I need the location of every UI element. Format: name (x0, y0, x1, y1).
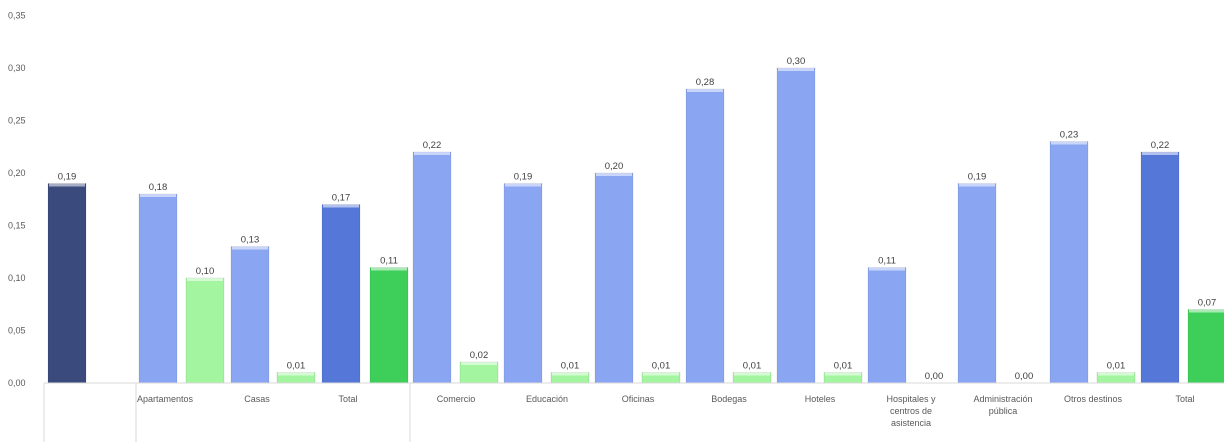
data-label: 0,00 (1015, 371, 1034, 382)
bar (412, 151, 452, 384)
data-label: 0,02 (470, 350, 489, 361)
x-axis (43, 382, 1224, 442)
bar (503, 183, 543, 384)
bar (369, 267, 409, 384)
data-label: 0,01 (834, 361, 853, 372)
bar (138, 193, 178, 384)
bar (321, 204, 361, 384)
category-label: Hoteles (805, 394, 836, 404)
category-labels: Apartamentos Casas Total Comercio Educación O… (137, 394, 1195, 428)
category-label: Apartamentos (137, 394, 194, 404)
data-label: 0,11 (878, 256, 896, 267)
bar-highlight (278, 372, 314, 376)
data-label: 0,11 (380, 256, 398, 267)
bar-highlight (552, 372, 588, 376)
y-tick-label: 0,35 (8, 11, 26, 21)
category-label: Bodegas (711, 394, 747, 404)
data-label: 0,22 (1151, 140, 1170, 151)
data-label: 0,17 (332, 193, 351, 204)
bar (867, 267, 907, 384)
bar-highlight (414, 152, 450, 155)
bar-highlight (461, 362, 497, 365)
y-tick-label: 0,05 (8, 326, 26, 336)
bar-highlight (49, 183, 85, 187)
data-label: 0,20 (605, 161, 624, 172)
bar (1187, 309, 1224, 384)
bar-highlight (140, 194, 176, 197)
bar (594, 172, 634, 384)
bar-highlight (1051, 141, 1087, 145)
data-label: 0,13 (241, 235, 260, 246)
bar (47, 183, 87, 384)
y-tick-label: 0,00 (8, 378, 26, 388)
data-label: 0,01 (1107, 361, 1126, 372)
bar-highlight (825, 372, 861, 376)
data-label: 0,23 (1060, 130, 1079, 141)
bar-highlight (778, 68, 814, 71)
bar-highlight (734, 372, 770, 376)
bar (1049, 141, 1089, 384)
data-label: 0,28 (696, 77, 715, 88)
bar-highlight (187, 278, 223, 281)
category-label: Oficinas (622, 394, 655, 404)
bar-highlight (323, 204, 359, 208)
data-label: 0,01 (743, 361, 762, 372)
bar-highlight (869, 267, 905, 271)
y-tick-label: 0,30 (8, 63, 26, 73)
bar (230, 246, 270, 384)
bar-highlight (1142, 152, 1178, 155)
data-label: 0,19 (968, 172, 987, 183)
bar (459, 361, 499, 384)
bar (1140, 151, 1180, 384)
bar-highlight (371, 267, 407, 271)
y-tick-label: 0,15 (8, 221, 26, 231)
bar-highlight (596, 173, 632, 176)
category-label: Hospitales y centros de asistencia (886, 394, 936, 428)
data-label: 0,19 (58, 172, 77, 183)
category-label: Educación (526, 394, 568, 404)
data-label: 0,01 (561, 361, 580, 372)
bar (776, 67, 816, 384)
bar (957, 183, 997, 384)
category-label: Comercio (437, 394, 476, 404)
y-tick-label: 0,10 (8, 273, 26, 283)
data-label: 0,22 (423, 140, 442, 151)
category-label: Total (338, 394, 357, 404)
data-label: 0,30 (787, 56, 806, 67)
data-label: 0,01 (652, 361, 671, 372)
bar-highlight (232, 246, 268, 250)
bar-highlight (1098, 372, 1134, 376)
data-label: 0,07 (1198, 298, 1217, 309)
data-label: 0,01 (287, 361, 306, 372)
bar-highlight (687, 89, 723, 92)
data-label: 0,00 (925, 371, 944, 382)
bar-highlight (959, 183, 995, 187)
category-label: Administración pública (973, 394, 1032, 416)
data-label: 0,19 (514, 172, 533, 183)
bars (47, 67, 1224, 384)
bar-highlight (643, 372, 679, 376)
y-axis-ticks: 0,00 0,05 0,10 0,15 0,20 0,25 0,30 0,35 (8, 11, 26, 389)
data-label: 0,18 (149, 182, 168, 193)
y-tick-label: 0,25 (8, 116, 26, 126)
category-label: Casas (244, 394, 270, 404)
data-label: 0,10 (196, 266, 215, 277)
y-tick-label: 0,20 (8, 168, 26, 178)
bar-highlight (505, 183, 541, 187)
bar (685, 88, 725, 384)
data-labels: 0,19 0,18 0,10 0,13 0,01 0,17 0,11 0,22 0,02 0,19… (58, 56, 1217, 382)
category-label: Otros destinos (1064, 394, 1123, 404)
category-label: Total (1175, 394, 1194, 404)
bar (185, 277, 225, 384)
bar-highlight (1189, 309, 1224, 313)
